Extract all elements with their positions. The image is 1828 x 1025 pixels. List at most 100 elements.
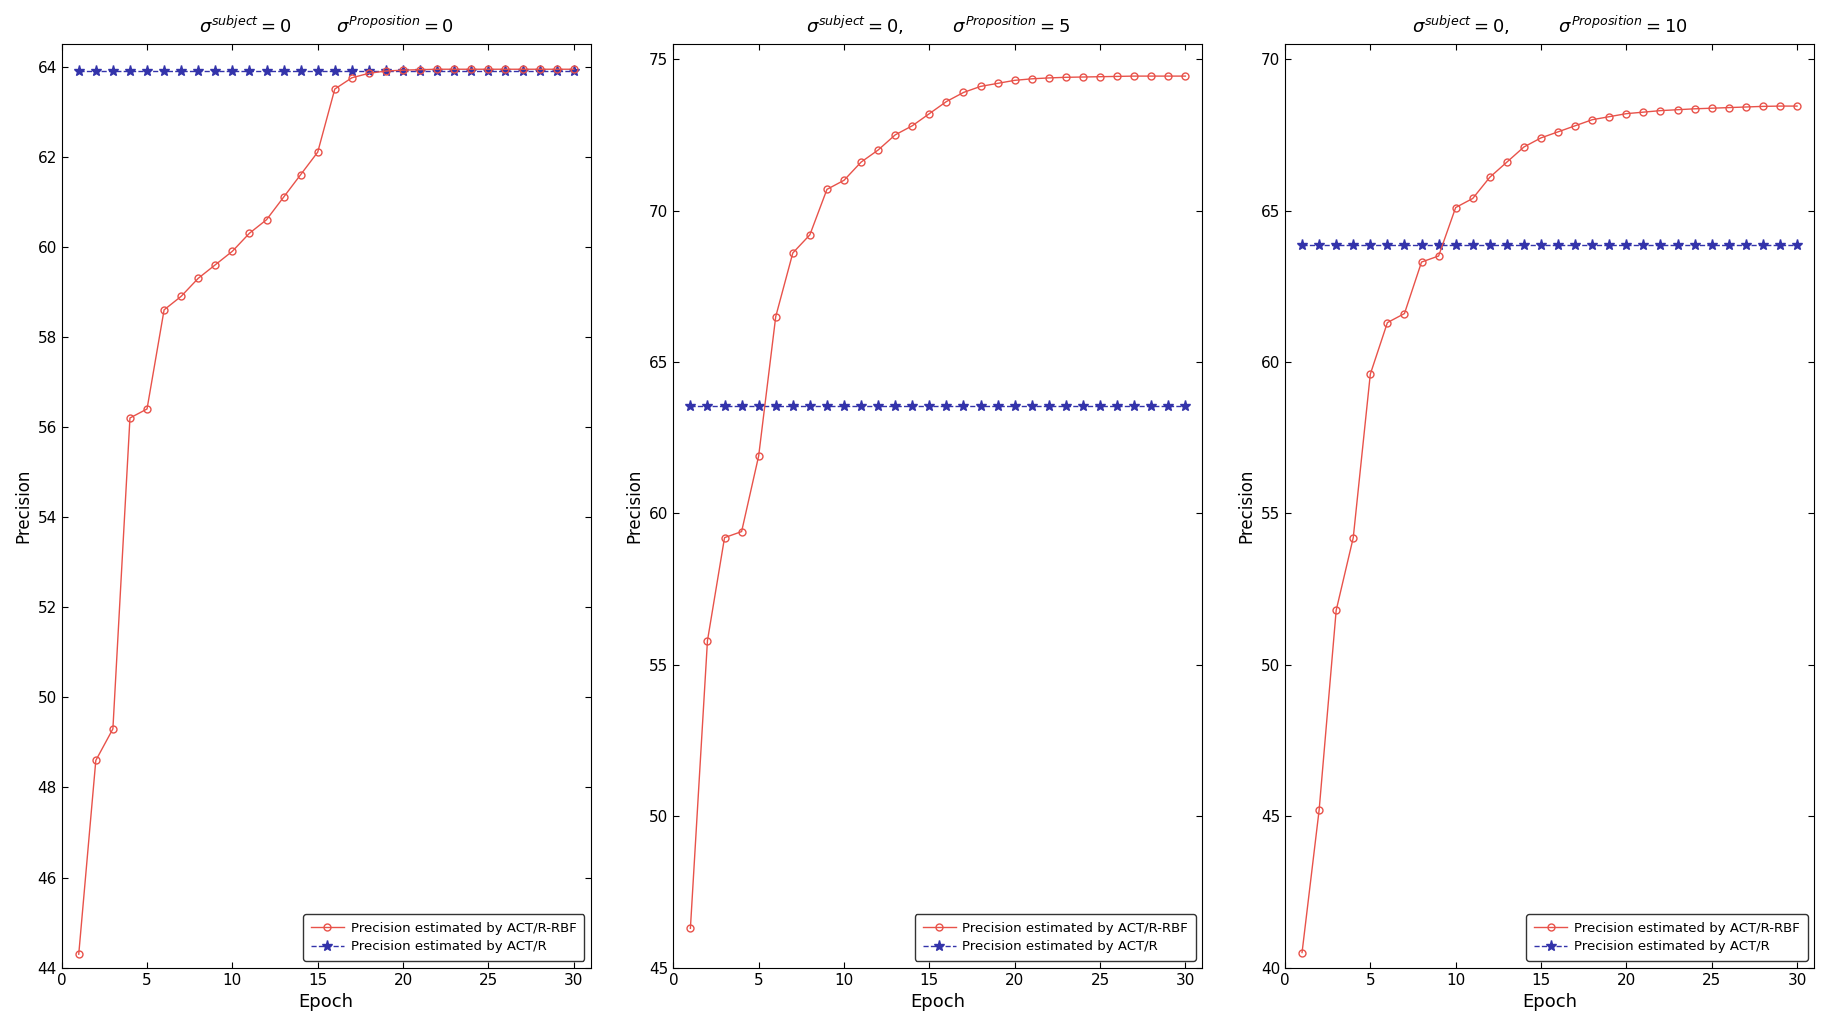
Precision estimated by ACT/R-RBF bbox=[1530, 132, 1552, 145]
Precision estimated by ACT/R bbox=[1581, 239, 1603, 251]
Precision estimated by ACT/R bbox=[1530, 239, 1552, 251]
Precision estimated by ACT/R bbox=[1004, 400, 1026, 412]
Precision estimated by ACT/R bbox=[1309, 239, 1331, 251]
Precision estimated by ACT/R bbox=[1291, 239, 1313, 251]
Precision estimated by ACT/R bbox=[850, 400, 872, 412]
Line: Precision estimated by ACT/R-RBF: Precision estimated by ACT/R-RBF bbox=[687, 73, 1188, 932]
Precision estimated by ACT/R-RBF bbox=[1071, 71, 1093, 83]
Precision estimated by ACT/R-RBF bbox=[952, 86, 974, 98]
Precision estimated by ACT/R bbox=[1157, 400, 1179, 412]
Precision estimated by ACT/R-RBF bbox=[1479, 171, 1501, 183]
Precision estimated by ACT/R-RBF bbox=[850, 156, 872, 168]
Precision estimated by ACT/R-RBF bbox=[1055, 71, 1077, 83]
Precision estimated by ACT/R bbox=[1616, 239, 1638, 251]
Precision estimated by ACT/R-RBF bbox=[186, 273, 208, 285]
Precision estimated by ACT/R bbox=[1411, 239, 1433, 251]
Precision estimated by ACT/R-RBF bbox=[477, 64, 499, 76]
Precision estimated by ACT/R bbox=[815, 400, 837, 412]
Line: Precision estimated by ACT/R-RBF: Precision estimated by ACT/R-RBF bbox=[75, 66, 578, 957]
Precision estimated by ACT/R-RBF bbox=[1581, 114, 1603, 126]
Precision estimated by ACT/R bbox=[918, 400, 940, 412]
Precision estimated by ACT/R bbox=[426, 65, 448, 77]
Precision estimated by ACT/R-RBF bbox=[102, 723, 124, 735]
Precision estimated by ACT/R bbox=[340, 65, 362, 77]
Precision estimated by ACT/R-RBF bbox=[1004, 74, 1026, 86]
Precision estimated by ACT/R-RBF bbox=[1174, 70, 1196, 82]
Precision estimated by ACT/R bbox=[1546, 239, 1568, 251]
Precision estimated by ACT/R bbox=[1106, 400, 1128, 412]
Precision estimated by ACT/R bbox=[477, 65, 499, 77]
Precision estimated by ACT/R bbox=[170, 65, 192, 77]
Precision estimated by ACT/R-RBF bbox=[119, 412, 141, 424]
Precision estimated by ACT/R bbox=[495, 65, 517, 77]
Precision estimated by ACT/R-RBF bbox=[680, 922, 702, 935]
Precision estimated by ACT/R-RBF bbox=[987, 77, 1009, 89]
Precision estimated by ACT/R bbox=[952, 400, 974, 412]
Precision estimated by ACT/R-RBF bbox=[764, 311, 786, 323]
Precision estimated by ACT/R-RBF bbox=[1770, 99, 1791, 112]
Precision estimated by ACT/R bbox=[696, 400, 718, 412]
Precision estimated by ACT/R-RBF bbox=[68, 948, 90, 960]
Precision estimated by ACT/R-RBF bbox=[461, 64, 483, 76]
Precision estimated by ACT/R bbox=[1020, 400, 1042, 412]
Precision estimated by ACT/R bbox=[444, 65, 466, 77]
Precision estimated by ACT/R-RBF bbox=[324, 83, 345, 95]
Precision estimated by ACT/R-RBF bbox=[528, 64, 550, 76]
Legend: Precision estimated by ACT/R-RBF, Precision estimated by ACT/R: Precision estimated by ACT/R-RBF, Precis… bbox=[303, 914, 585, 961]
Precision estimated by ACT/R bbox=[324, 65, 345, 77]
Precision estimated by ACT/R bbox=[1393, 239, 1415, 251]
Precision estimated by ACT/R bbox=[1649, 239, 1671, 251]
Precision estimated by ACT/R bbox=[1174, 400, 1196, 412]
Precision estimated by ACT/R bbox=[1700, 239, 1722, 251]
Precision estimated by ACT/R-RBF bbox=[969, 80, 991, 92]
Precision estimated by ACT/R-RBF bbox=[815, 183, 837, 196]
Precision estimated by ACT/R bbox=[834, 400, 856, 412]
Precision estimated by ACT/R bbox=[1462, 239, 1484, 251]
Precision estimated by ACT/R-RBF bbox=[1360, 368, 1382, 380]
Precision estimated by ACT/R-RBF bbox=[918, 108, 940, 120]
Precision estimated by ACT/R-RBF bbox=[1157, 70, 1179, 82]
Precision estimated by ACT/R-RBF bbox=[936, 95, 958, 108]
Title: $\sigma^{subject}=0$        $\sigma^{Proposition}=0$: $\sigma^{subject}=0$ $\sigma^{Propositio… bbox=[199, 15, 453, 37]
Precision estimated by ACT/R bbox=[987, 400, 1009, 412]
Precision estimated by ACT/R bbox=[1565, 239, 1587, 251]
Line: Precision estimated by ACT/R: Precision estimated by ACT/R bbox=[686, 401, 1192, 411]
Precision estimated by ACT/R bbox=[1632, 239, 1654, 251]
Precision estimated by ACT/R-RBF bbox=[512, 64, 534, 76]
Precision estimated by ACT/R bbox=[866, 400, 888, 412]
Precision estimated by ACT/R bbox=[885, 400, 907, 412]
Precision estimated by ACT/R bbox=[221, 65, 243, 77]
Precision estimated by ACT/R bbox=[1667, 239, 1689, 251]
Precision estimated by ACT/R-RBF bbox=[1411, 256, 1433, 269]
Precision estimated by ACT/R-RBF bbox=[1376, 317, 1398, 329]
Precision estimated by ACT/R-RBF bbox=[238, 228, 260, 240]
Precision estimated by ACT/R bbox=[713, 400, 735, 412]
Precision estimated by ACT/R bbox=[289, 65, 311, 77]
Precision estimated by ACT/R-RBF bbox=[1616, 108, 1638, 120]
Precision estimated by ACT/R bbox=[1122, 400, 1144, 412]
Precision estimated by ACT/R-RBF bbox=[1632, 106, 1654, 118]
Precision estimated by ACT/R bbox=[1055, 400, 1077, 412]
Line: Precision estimated by ACT/R: Precision estimated by ACT/R bbox=[1296, 240, 1802, 251]
Precision estimated by ACT/R bbox=[238, 65, 260, 77]
Precision estimated by ACT/R-RBF bbox=[426, 64, 448, 76]
Precision estimated by ACT/R-RBF bbox=[1735, 100, 1757, 113]
Precision estimated by ACT/R bbox=[1751, 239, 1773, 251]
Precision estimated by ACT/R bbox=[1735, 239, 1757, 251]
Precision estimated by ACT/R bbox=[528, 65, 550, 77]
Precision estimated by ACT/R bbox=[901, 400, 923, 412]
Precision estimated by ACT/R bbox=[307, 65, 329, 77]
Precision estimated by ACT/R bbox=[119, 65, 141, 77]
Y-axis label: Precision: Precision bbox=[625, 468, 643, 543]
Precision estimated by ACT/R bbox=[375, 65, 397, 77]
Precision estimated by ACT/R-RBF bbox=[1751, 100, 1773, 113]
Precision estimated by ACT/R-RBF bbox=[1598, 111, 1620, 123]
Legend: Precision estimated by ACT/R-RBF, Precision estimated by ACT/R: Precision estimated by ACT/R-RBF, Precis… bbox=[1526, 914, 1808, 961]
Precision estimated by ACT/R bbox=[1360, 239, 1382, 251]
Precision estimated by ACT/R-RBF bbox=[375, 65, 397, 77]
Precision estimated by ACT/R-RBF bbox=[1325, 604, 1347, 616]
Precision estimated by ACT/R bbox=[1598, 239, 1620, 251]
Precision estimated by ACT/R bbox=[1684, 239, 1706, 251]
Legend: Precision estimated by ACT/R-RBF, Precision estimated by ACT/R: Precision estimated by ACT/R-RBF, Precis… bbox=[914, 914, 1196, 961]
Precision estimated by ACT/R bbox=[764, 400, 786, 412]
